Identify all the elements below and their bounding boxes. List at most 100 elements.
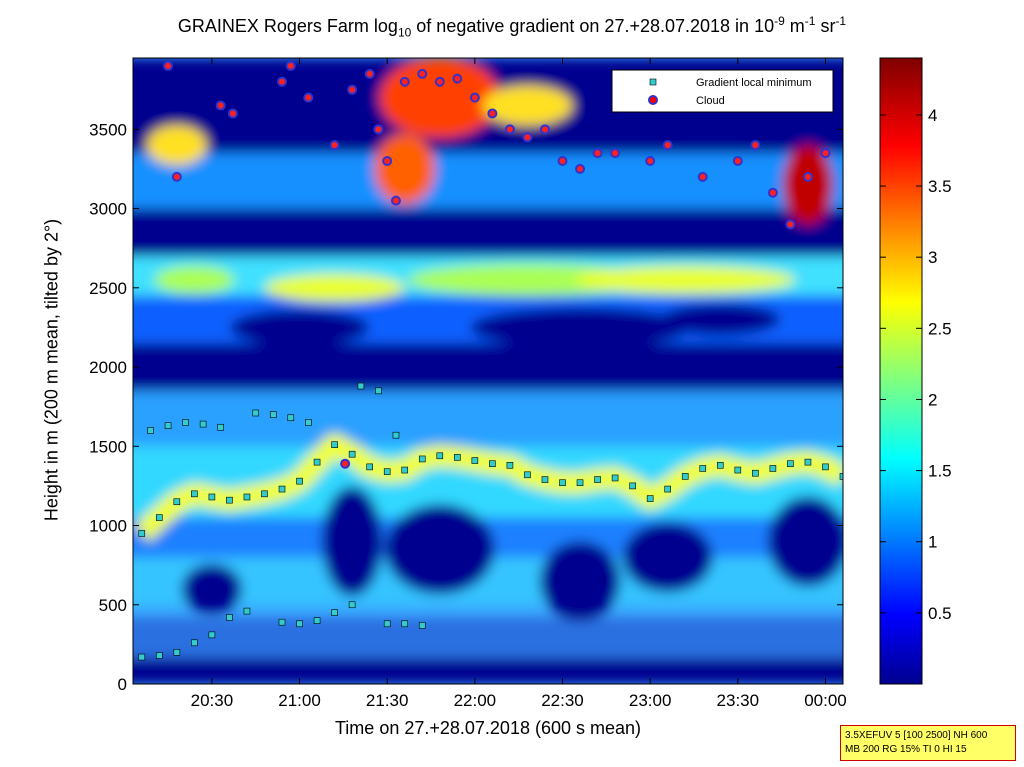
cloud-marker — [399, 76, 410, 87]
gradient-minimum-marker — [313, 458, 321, 466]
gradient-minimum-marker — [182, 419, 189, 426]
gradient-minimum-marker — [191, 639, 198, 647]
gradient-minimum-marker — [611, 474, 619, 482]
x-tick-label: 22:30 — [541, 691, 584, 710]
gradient-minimum-marker — [296, 477, 303, 485]
cloud-marker — [785, 219, 796, 230]
y-tick-label: 2500 — [89, 279, 127, 298]
colorbar-tick-label: 4 — [928, 106, 937, 125]
gradient-minimum-marker — [524, 471, 531, 479]
field-band-dark-3 — [133, 343, 843, 391]
x-tick-label: 20:30 — [191, 691, 234, 710]
cloud-marker — [697, 171, 708, 182]
cloud-marker — [539, 124, 550, 135]
cloud-marker — [522, 132, 533, 143]
gradient-minimum-marker — [716, 461, 724, 469]
field-blob-17 — [782, 144, 833, 225]
y-tick-label: 1000 — [89, 517, 127, 536]
gradient-minimum-marker — [261, 490, 268, 498]
colorbar-tick-label: 2.5 — [928, 319, 952, 338]
gradient-minimum-marker — [226, 496, 233, 504]
x-axis: 20:30 21:00 21:30 22:00 22:30 23:00 23:30 00:00 — [191, 58, 847, 710]
cloud-marker — [382, 156, 393, 167]
y-tick-label: 3000 — [89, 200, 127, 219]
gradient-minimum-marker — [594, 476, 601, 483]
legend-box — [611, 69, 834, 113]
gradient-minimum-marker — [348, 601, 356, 609]
y-tick-label: 2000 — [89, 358, 127, 377]
cloud-marker — [802, 171, 813, 182]
field-blob-10 — [622, 522, 713, 593]
gradient-minimum-marker — [348, 450, 356, 458]
colorbar-tick-label: 1.5 — [928, 462, 952, 481]
field-blob-2 — [407, 263, 648, 296]
gradient-minimum-marker — [383, 468, 391, 475]
cloud-marker — [364, 68, 375, 79]
gradient-minimum-marker — [331, 441, 338, 448]
gradient-minimum-marker — [401, 466, 409, 474]
cloud-marker — [340, 458, 351, 469]
cloud-marker — [452, 73, 463, 84]
field-blob-1 — [264, 273, 405, 302]
gradient-minimum-marker — [217, 423, 224, 431]
x-tick-label: 21:30 — [366, 691, 409, 710]
cloud-marker — [750, 140, 761, 151]
gradient-minimum-marker — [646, 495, 654, 502]
cloud-marker — [575, 163, 586, 174]
cloud-marker — [347, 84, 358, 95]
field-band-low-3 — [133, 617, 843, 659]
field-blob-3 — [575, 265, 796, 294]
cloud-marker — [469, 92, 480, 103]
gradient-minimum-marker — [296, 620, 303, 628]
gradient-minimum-marker — [681, 473, 689, 480]
gradient-minimum-marker — [471, 457, 479, 464]
gradient-minimum-marker — [331, 609, 338, 616]
field-blob-8 — [384, 504, 495, 595]
cloud-marker — [645, 156, 656, 167]
legend-label: Gradient local minimum — [696, 77, 812, 89]
field-blob-13 — [146, 125, 207, 166]
y-tick-label: 1500 — [89, 437, 127, 456]
colorbar-tick-label: 2 — [928, 390, 937, 409]
heatmap-field — [133, 58, 843, 684]
gradient-minimum-marker — [208, 631, 216, 639]
colorbar-tick-label: 1 — [928, 533, 937, 552]
gradient-minimum-marker — [769, 465, 777, 472]
gradient-minimum-marker — [804, 458, 812, 466]
gradient-minimum-marker — [305, 419, 312, 426]
gradient-minimum-marker — [278, 485, 286, 493]
cloud-marker — [504, 124, 515, 135]
gradient-minimum-marker — [155, 514, 163, 521]
cloud-marker — [277, 76, 288, 87]
x-tick-label: 23:00 — [629, 691, 672, 710]
cloud-marker — [487, 108, 498, 119]
legend-label: Cloud — [696, 95, 725, 107]
gradient-minimum-marker — [199, 420, 207, 428]
cloud-marker — [329, 140, 340, 151]
colorbar-tick-label: 3 — [928, 248, 937, 267]
gradient-minimum-marker — [787, 460, 794, 468]
gradient-minimum-marker — [559, 479, 566, 487]
cloud-marker — [662, 140, 673, 151]
gradient-minimum-marker — [629, 482, 636, 490]
field-blob-11 — [767, 496, 843, 587]
gradient-minimum-marker — [541, 476, 549, 483]
gradient-minimum-marker — [287, 414, 295, 422]
cloud-marker — [732, 156, 743, 167]
cloud-marker — [592, 148, 603, 159]
field-blob-14 — [379, 58, 500, 138]
gradient-minimum-marker — [173, 498, 181, 506]
y-tick-label: 3500 — [89, 120, 127, 139]
gradient-minimum-marker — [752, 469, 759, 477]
field-blob-0 — [154, 265, 235, 294]
x-tick-label: 23:30 — [717, 691, 760, 710]
gradient-minimum-marker — [506, 461, 514, 469]
gradient-minimum-marker — [313, 617, 321, 624]
legend: Gradient local minimum Cloud — [611, 69, 834, 113]
colorbar-tick-label: 0.5 — [928, 604, 952, 623]
field-blob-7 — [322, 486, 383, 597]
gradient-minimum-marker — [375, 387, 382, 395]
gradient-minimum-marker — [173, 649, 181, 656]
field-blob-12 — [181, 563, 242, 614]
